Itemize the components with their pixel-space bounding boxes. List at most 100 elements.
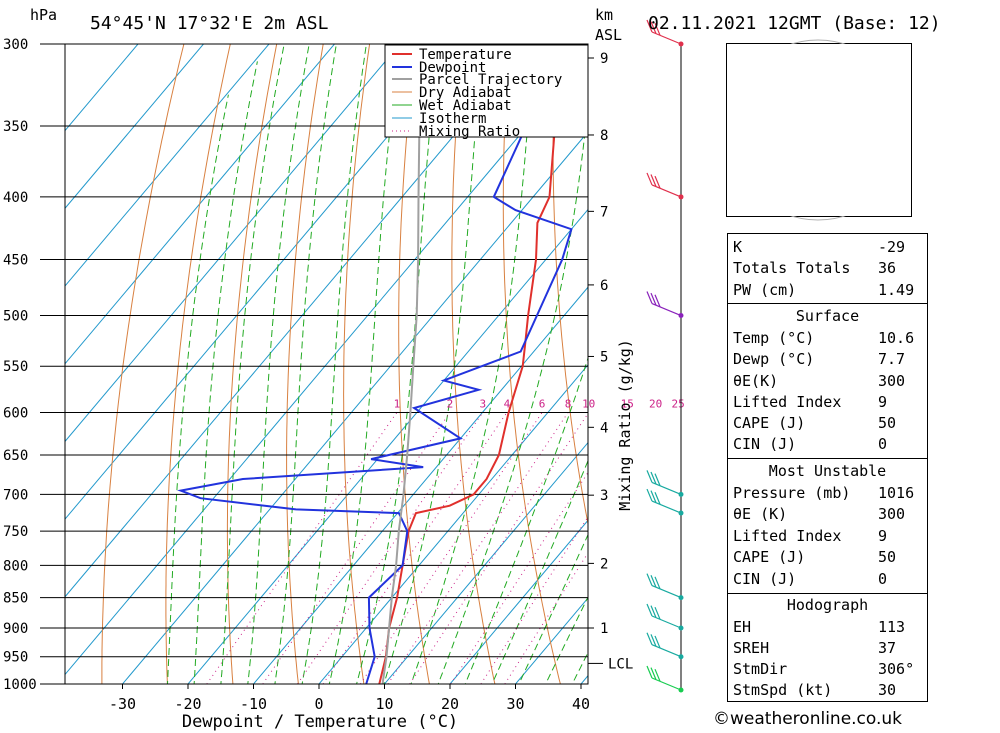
height-unit-label: km <box>595 6 613 24</box>
most-unstable-row: Pressure (mb) 1016 <box>733 484 915 502</box>
series-temperature-line <box>378 44 568 684</box>
isotherm-line <box>65 44 532 598</box>
pressure-tick-label: 850 <box>3 591 28 607</box>
wind-barb <box>646 488 682 514</box>
wet-adiabat-line <box>193 61 258 684</box>
pressure-tick-label: 1000 <box>3 677 37 693</box>
divider <box>728 303 927 304</box>
dry-adiabat-line <box>286 44 324 684</box>
wind-barb-flag <box>650 490 657 503</box>
wind-barb-flag <box>646 291 653 304</box>
height-tick-label: 1 <box>600 621 608 637</box>
pressure-tick-label: 350 <box>3 119 28 135</box>
wind-barb-flag <box>654 635 661 649</box>
datetime-title: 02.11.2021 12GMT (Base: 12) <box>648 13 941 34</box>
wet-adiabat-line <box>383 44 484 684</box>
pressure-tick-label: 650 <box>3 448 28 464</box>
mixing-ratio-line <box>297 412 484 684</box>
background-lines <box>65 44 588 684</box>
dry-adiabat-line <box>165 44 231 684</box>
x-tick-label: -10 <box>240 695 267 713</box>
wet-adiabat-line <box>301 44 367 684</box>
series-dewpoint-line <box>177 44 573 684</box>
legend-label-isotherm: Isotherm <box>419 111 486 127</box>
hodograph-frame <box>727 44 911 216</box>
wind-barb-flag <box>654 606 661 620</box>
pressure-tick-label: 400 <box>3 190 28 206</box>
wet-adiabat-line <box>274 44 337 684</box>
wind-barb-flag <box>654 22 661 36</box>
axes: 1 2 3 4 6 8 10 15 20 2530035040045050055060065070… <box>3 37 685 713</box>
height-tick-label: 7 <box>600 204 608 220</box>
isotherm-line <box>252 286 588 684</box>
wind-barb <box>646 603 682 629</box>
isotherm-line <box>65 44 205 210</box>
wet-adiabat-line <box>220 44 285 684</box>
mixing-ratio-label: 15 <box>621 398 634 411</box>
index-row: PW (cm) 1.49 <box>733 281 915 299</box>
dry-adiabat-line <box>101 44 185 684</box>
wet-adiabat-line <box>356 44 440 684</box>
isotherm-line <box>65 44 270 287</box>
surface-row: θE(K) 300 <box>733 372 906 390</box>
x-tick-label: -30 <box>109 695 136 713</box>
isotherm-line <box>65 44 401 443</box>
wind-barb-flag <box>650 174 657 187</box>
wind-barb-flag <box>654 668 661 682</box>
wet-adiabat-line <box>491 459 588 684</box>
legend-label-mixing-ratio: Mixing Ratio <box>419 124 520 140</box>
most-unstable-row: θE (K) 300 <box>733 505 906 523</box>
wind-barb-shaft <box>651 31 682 45</box>
pressure-tick-label: 450 <box>3 253 28 269</box>
wind-barb-flag <box>646 603 653 617</box>
most-unstable-row: Lifted Index 9 <box>733 527 888 545</box>
dry-adiabat-line <box>552 44 588 527</box>
wind-barb-flag <box>654 175 661 189</box>
mixing-ratio-line <box>322 412 508 684</box>
wind-barb <box>646 665 682 691</box>
hodograph-row: SREH 37 <box>733 639 897 657</box>
surface-row: CIN (J) 0 <box>733 435 888 453</box>
wind-barb-flag <box>654 473 661 486</box>
most-unstable-row: CAPE (J) 50 <box>733 548 897 566</box>
mixing-ratio-label: 10 <box>582 398 595 411</box>
wind-barb-shaft <box>651 184 682 198</box>
legend-label-temperature: Temperature <box>419 47 512 63</box>
wind-barb-flag <box>650 292 657 306</box>
indices-panel: K -29 Totals Totals 36 PW (cm) 1.49 Surface… <box>727 233 928 702</box>
height-tick-label: 2 <box>600 556 608 572</box>
wind-barb-shaft <box>651 615 682 629</box>
isotherm-line <box>449 519 588 684</box>
wind-barb-flag <box>646 573 653 586</box>
index-row: Totals Totals 36 <box>733 259 897 277</box>
x-tick-label: 10 <box>375 695 393 713</box>
wind-barb-flag <box>650 21 657 34</box>
wind-barb-shaft <box>651 481 682 495</box>
mixing-ratio-line <box>387 412 569 684</box>
chart-legend: Temperature Dewpoint Parcel Trajectory D… <box>384 44 589 140</box>
location-title: 54°45'N 17°32'E 2m ASL <box>90 13 329 34</box>
pressure-tick-label: 300 <box>3 37 28 53</box>
mixing-ratio-label: 8 <box>565 398 572 411</box>
height-tick-label: 3 <box>600 488 608 504</box>
wet-adiabat-line <box>328 44 401 684</box>
x-axis-label: Dewpoint / Temperature (°C) <box>182 712 458 732</box>
wet-adiabat-line <box>437 100 588 684</box>
wind-barb <box>646 172 682 198</box>
dry-adiabat-line <box>451 44 496 684</box>
dry-adiabat-line <box>226 44 278 684</box>
wet-adiabat-line <box>464 356 588 684</box>
wind-barbs <box>646 19 684 693</box>
x-tick-label: 20 <box>441 695 459 713</box>
mixing-ratio-label: 3 <box>479 398 486 411</box>
x-tick-label: -20 <box>174 695 201 713</box>
wet-adiabat-line <box>410 44 535 684</box>
pressure-tick-label: 700 <box>3 487 28 503</box>
wind-barb-shaft <box>651 585 682 599</box>
wind-barb-flag <box>650 605 657 618</box>
pressure-unit-label: hPa <box>30 6 57 24</box>
legend-label-wet-adiabat: Wet Adiabat <box>419 98 512 114</box>
wind-barb-flag <box>646 665 653 679</box>
isotherm-line <box>318 364 588 684</box>
x-tick-label: 40 <box>572 695 590 713</box>
